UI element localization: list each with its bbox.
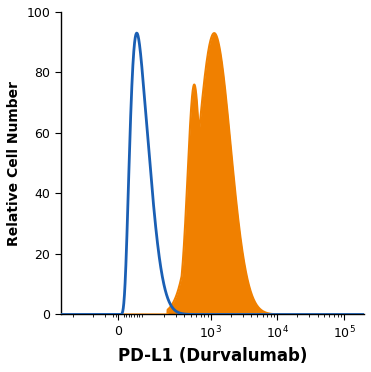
X-axis label: PD-L1 (Durvalumab): PD-L1 (Durvalumab)	[118, 347, 307, 365]
Y-axis label: Relative Cell Number: Relative Cell Number	[7, 81, 21, 246]
